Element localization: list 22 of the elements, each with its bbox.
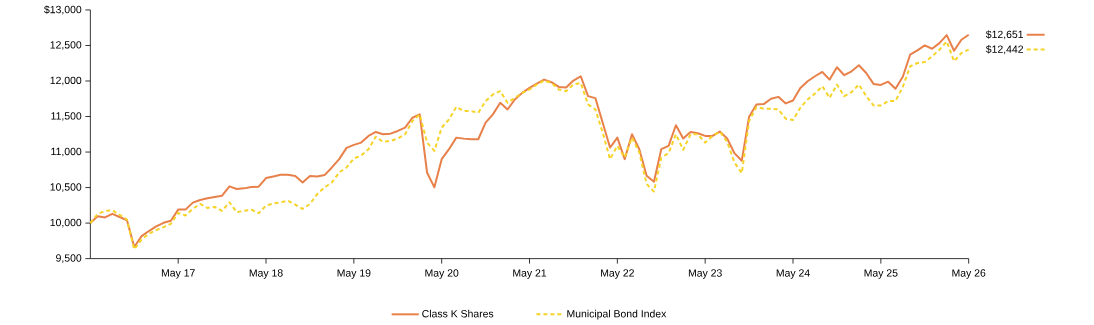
- y-tick-label: 12,500: [50, 41, 82, 50]
- annotation: $12,651: [985, 30, 1024, 40]
- x-tick-label: May 22: [601, 269, 634, 279]
- x-tick-label: May 24: [776, 269, 810, 279]
- y-tick-label: 10,500: [50, 183, 82, 192]
- x-tick-label: May 21: [513, 269, 547, 279]
- x-tick-label: May 19: [337, 269, 371, 279]
- x-tick-label: May 23: [688, 269, 722, 279]
- y-tick-label: 10,000: [50, 218, 82, 228]
- y-tick-label: $13,000: [44, 5, 82, 15]
- legend-label: Class K Shares: [422, 309, 494, 318]
- x-tick-label: May 18: [249, 269, 283, 279]
- x-tick-label: May 17: [161, 269, 195, 279]
- y-tick-label: 11,500: [51, 112, 82, 121]
- y-tick-label: 11,000: [51, 147, 82, 157]
- legend-label: Municipal Bond Index: [567, 309, 667, 320]
- y-tick-label: 9,500: [56, 254, 82, 263]
- y-tick-label: 12,000: [50, 76, 82, 86]
- x-tick-label: May 26: [952, 269, 986, 279]
- x-tick-label: May 25: [864, 269, 898, 279]
- x-tick-label: May 20: [425, 269, 459, 279]
- annotation: $12,442: [985, 44, 1024, 54]
